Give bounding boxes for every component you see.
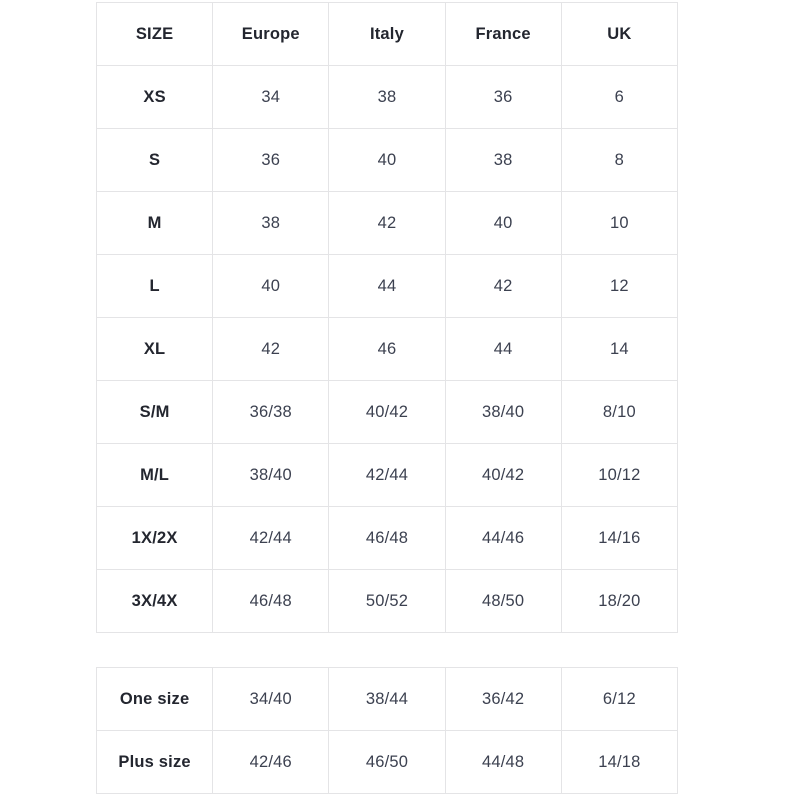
table-header-row: SIZE Europe Italy France UK (95, 2, 679, 66)
size-label-cell: M/L (95, 443, 214, 507)
size-value-cell: 40 (212, 254, 330, 318)
size-label-cell: XL (95, 317, 214, 381)
size-value-cell: 38/44 (328, 667, 446, 731)
size-value-cell: 14 (560, 317, 679, 381)
size-table-universal-sizes: One size 34/40 38/44 36/42 6/12 Plus size 42/4… (95, 667, 679, 794)
size-label-cell: S/M (95, 380, 214, 444)
size-label-cell: M (95, 191, 214, 255)
size-value-cell: 40 (328, 128, 446, 192)
table-row: XL 42 46 44 14 (95, 317, 679, 381)
size-value-cell: 42/46 (212, 730, 330, 794)
size-value-cell: 12 (560, 254, 679, 318)
size-value-cell: 36/42 (444, 667, 562, 731)
size-table-standard-sizes: SIZE Europe Italy France UK XS 34 38 36 6 S 36 40 38 8… (95, 2, 679, 633)
column-header-france: France (444, 2, 562, 66)
size-value-cell: 36 (444, 65, 562, 129)
column-header-uk: UK (560, 2, 679, 66)
table-row: L 40 44 42 12 (95, 254, 679, 318)
size-label-cell: XS (95, 65, 214, 129)
size-value-cell: 6/12 (560, 667, 679, 731)
size-value-cell: 14/18 (560, 730, 679, 794)
size-label-cell: 3X/4X (95, 569, 214, 633)
table-row: 1X/2X 42/44 46/48 44/46 14/16 (95, 506, 679, 570)
size-value-cell: 38 (328, 65, 446, 129)
size-label-cell: Plus size (95, 730, 214, 794)
size-value-cell: 42 (444, 254, 562, 318)
size-value-cell: 44/48 (444, 730, 562, 794)
size-label-cell: 1X/2X (95, 506, 214, 570)
size-value-cell: 36/38 (212, 380, 330, 444)
size-value-cell: 46/48 (212, 569, 330, 633)
size-value-cell: 44 (444, 317, 562, 381)
size-value-cell: 38/40 (212, 443, 330, 507)
size-value-cell: 8 (560, 128, 679, 192)
size-value-cell: 18/20 (560, 569, 679, 633)
size-value-cell: 40/42 (444, 443, 562, 507)
size-chart-standard: SIZE Europe Italy France UK XS 34 38 36 6 S 36 40 38 8… (95, 2, 679, 633)
size-value-cell: 42 (212, 317, 330, 381)
size-value-cell: 34/40 (212, 667, 330, 731)
table-row: M 38 42 40 10 (95, 191, 679, 255)
size-value-cell: 14/16 (560, 506, 679, 570)
size-value-cell: 46/48 (328, 506, 446, 570)
table-row: S/M 36/38 40/42 38/40 8/10 (95, 380, 679, 444)
size-value-cell: 44/46 (444, 506, 562, 570)
size-label-cell: S (95, 128, 214, 192)
size-value-cell: 42/44 (212, 506, 330, 570)
size-label-cell: L (95, 254, 214, 318)
size-value-cell: 42/44 (328, 443, 446, 507)
column-header-size: SIZE (95, 2, 214, 66)
size-value-cell: 46/50 (328, 730, 446, 794)
size-value-cell: 38 (212, 191, 330, 255)
column-header-italy: Italy (328, 2, 446, 66)
column-header-europe: Europe (212, 2, 330, 66)
size-value-cell: 8/10 (560, 380, 679, 444)
table-row: XS 34 38 36 6 (95, 65, 679, 129)
size-value-cell: 40 (444, 191, 562, 255)
size-value-cell: 38 (444, 128, 562, 192)
table-row: S 36 40 38 8 (95, 128, 679, 192)
size-value-cell: 44 (328, 254, 446, 318)
size-value-cell: 10 (560, 191, 679, 255)
size-value-cell: 50/52 (328, 569, 446, 633)
table-row: M/L 38/40 42/44 40/42 10/12 (95, 443, 679, 507)
table-row: One size 34/40 38/44 36/42 6/12 (95, 667, 679, 731)
size-value-cell: 46 (328, 317, 446, 381)
size-value-cell: 10/12 (560, 443, 679, 507)
size-value-cell: 48/50 (444, 569, 562, 633)
size-label-cell: One size (95, 667, 214, 731)
size-chart-universal: One size 34/40 38/44 36/42 6/12 Plus size 42/4… (95, 667, 679, 794)
size-value-cell: 34 (212, 65, 330, 129)
size-value-cell: 38/40 (444, 380, 562, 444)
table-row: 3X/4X 46/48 50/52 48/50 18/20 (95, 569, 679, 633)
size-value-cell: 42 (328, 191, 446, 255)
size-value-cell: 36 (212, 128, 330, 192)
size-value-cell: 40/42 (328, 380, 446, 444)
size-value-cell: 6 (560, 65, 679, 129)
table-row: Plus size 42/46 46/50 44/48 14/18 (95, 730, 679, 794)
